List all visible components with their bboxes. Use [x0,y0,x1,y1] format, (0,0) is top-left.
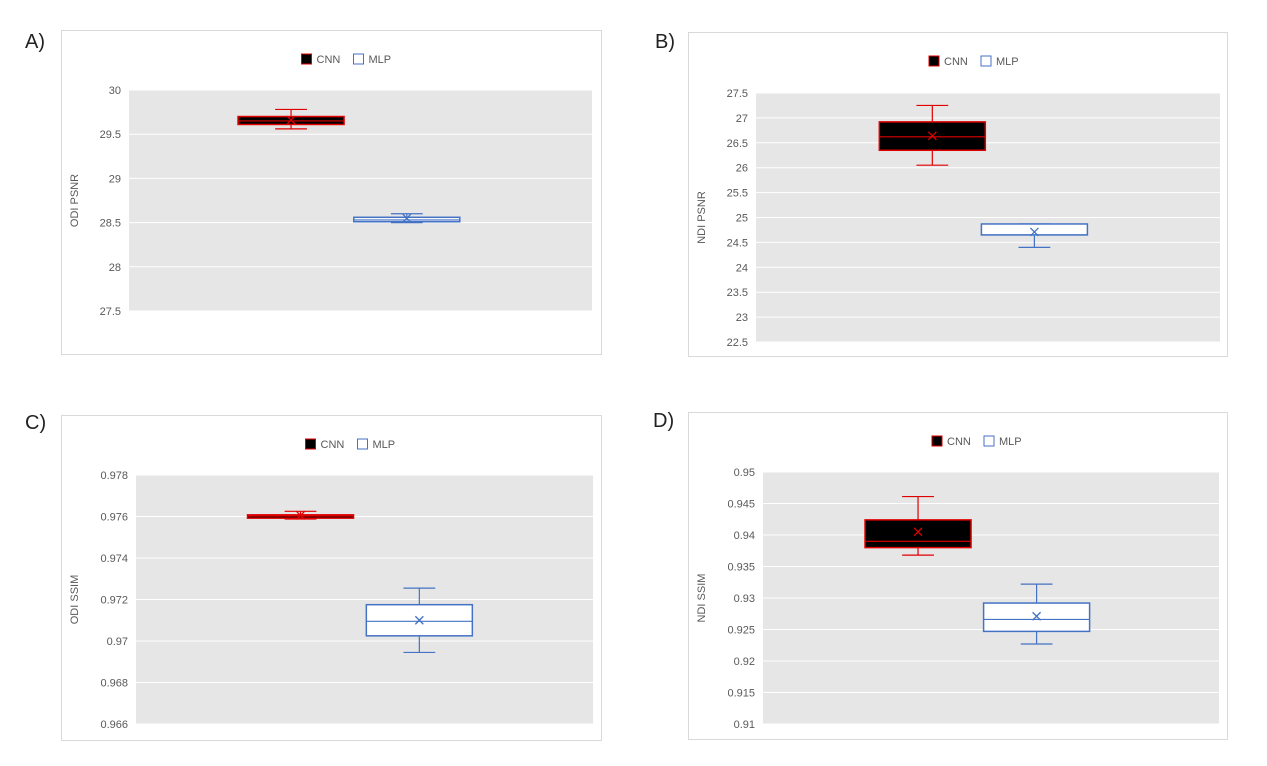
chart-panel-a: 30 29.5 29 28.5 28 27.5 ODI PSNR CNN MLP [61,30,602,355]
chart-panel-d: 0.95 0.945 0.94 0.935 0.93 0.925 0.92 0.915 0.91… [688,412,1228,740]
y-tick-label: 0.945 [727,499,755,511]
y-tick-label: 26.5 [727,138,748,150]
y-axis-label: ODI SSIM [69,575,81,625]
chart-panel-b: 27.5 27 26.5 26 25.5 25 24.5 24 23.5 23 22.5 NDI PS… [688,32,1228,357]
legend-cnn-swatch [301,53,312,65]
mlp-box [980,223,1089,236]
y-tick-label: 22.5 [727,337,748,349]
y-tick-label: 0.935 [727,562,755,574]
y-axis-label: NDI SSIM [696,574,708,623]
y-tick-label: 29 [109,173,121,185]
y-tick-label: 0.925 [727,625,755,637]
plot-area [129,90,592,311]
legend-mlp-swatch [357,438,368,450]
cnn-mean-marker [927,131,937,141]
y-tick-label: 23.5 [727,287,748,299]
cnn-mean-marker [913,527,923,537]
chart-svg: 30 29.5 29 28.5 28 27.5 ODI PSNR CNN MLP [69,53,592,318]
cnn-box [864,519,972,549]
mlp-mean-marker [1029,227,1039,237]
y-tick-label: 0.978 [100,470,128,482]
y-tick-label: 25.5 [727,188,748,200]
y-tick-label: 28 [109,262,121,274]
y-tick-label: 27 [736,113,748,125]
legend-mlp-swatch [983,435,995,447]
legend-cnn-swatch [928,55,940,67]
chart-svg: 27.5 27 26.5 26 25.5 25 24.5 24 23.5 23 22.5 NDI PS… [696,55,1220,349]
chart-svg: 0.95 0.945 0.94 0.935 0.93 0.925 0.92 0.915 0.91… [696,435,1219,731]
y-tick-label: 25 [736,213,748,225]
legend-mlp-swatch [353,53,364,65]
y-tick-label: 24 [736,262,748,274]
y-tick-label: 0.92 [734,656,755,668]
y-tick-label: 0.966 [100,719,128,731]
y-tick-label: 0.97 [107,636,128,648]
y-tick-label: 0.94 [734,530,755,542]
mlp-mean-marker [402,213,412,223]
legend-mlp-label: MLP [369,54,392,66]
legend-cnn-label: CNN [321,439,345,451]
y-axis-label: ODI PSNR [69,174,81,227]
panel-label-a: A) [25,31,45,53]
panel-label-b: B) [655,31,675,53]
cnn-mean-marker [296,511,305,520]
legend-cnn-label: CNN [947,436,971,448]
y-tick-label: 0.915 [727,688,755,700]
y-tick-label: 23 [736,312,748,324]
y-tick-label: 27.5 [100,306,121,318]
legend-cnn-swatch [305,438,316,450]
cnn-mean-marker [286,115,296,125]
y-tick-label: 24.5 [727,237,748,249]
y-tick-label: 29.5 [100,129,121,141]
y-tick-label: 0.93 [734,593,755,605]
legend-mlp-label: MLP [373,439,396,451]
y-tick-label: 0.974 [100,553,128,565]
y-tick-label: 0.91 [734,719,755,731]
mlp-box [982,602,1091,633]
legend-mlp-label: MLP [996,56,1019,68]
legend-mlp-swatch [980,55,992,67]
panel-label-c: C) [25,412,47,434]
panel-label-d: D) [653,410,675,432]
y-axis-label: NDI PSNR [696,191,708,244]
mlp-mean-marker [414,615,424,625]
legend-cnn-label: CNN [944,56,968,68]
mlp-mean-marker [1032,611,1042,621]
chart-svg: 0.978 0.976 0.974 0.972 0.97 0.968 0.966 ODI SS… [69,438,593,731]
legend-mlp-label: MLP [999,436,1022,448]
y-tick-label: 26 [736,163,748,175]
chart-panel-c: 0.978 0.976 0.974 0.972 0.97 0.968 0.966 ODI SS… [61,415,602,741]
legend-cnn-label: CNN [317,54,341,66]
y-tick-label: 28.5 [100,218,121,230]
y-tick-label: 0.95 [734,467,755,479]
y-tick-label: 0.968 [100,678,128,690]
legend-cnn-swatch [931,435,943,447]
y-tick-label: 0.976 [100,512,128,524]
y-tick-label: 30 [109,85,121,97]
y-tick-label: 0.972 [100,595,128,607]
y-tick-label: 27.5 [727,88,748,100]
